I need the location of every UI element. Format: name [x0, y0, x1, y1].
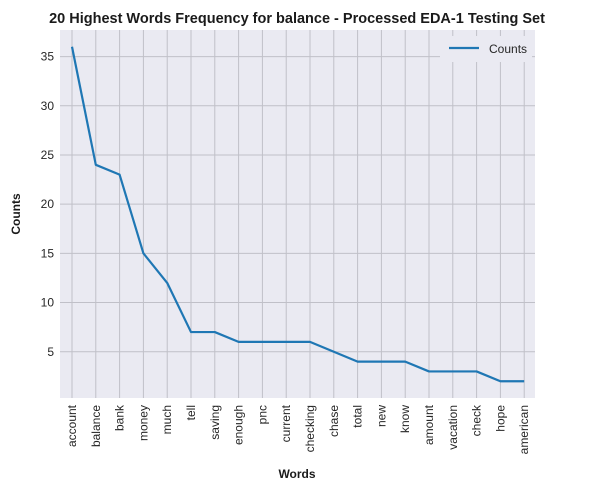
y-tick-label: 5 — [47, 345, 54, 359]
x-axis-ticks: account balance bank money much tell saving eno… — [65, 404, 531, 454]
x-tick-label: know — [398, 405, 412, 433]
y-tick-label: 20 — [41, 197, 55, 211]
x-tick-label: amount — [422, 404, 436, 445]
x-tick-label: much — [160, 405, 174, 434]
x-tick-label: new — [374, 405, 388, 427]
x-tick-label: pnc — [255, 405, 269, 424]
x-tick-label: chase — [327, 405, 341, 437]
x-tick-label: tell — [184, 405, 198, 420]
x-tick-label: checking — [303, 405, 317, 452]
legend: Counts — [440, 36, 532, 62]
x-tick-label: vacation — [446, 405, 460, 450]
y-tick-label: 10 — [41, 296, 55, 310]
x-tick-label: total — [351, 405, 365, 428]
x-tick-label: hope — [493, 405, 507, 432]
x-axis-label: Words — [278, 467, 315, 481]
x-tick-label: bank — [113, 404, 127, 431]
x-tick-label: check — [470, 404, 484, 436]
y-tick-label: 35 — [41, 50, 55, 64]
x-tick-label: saving — [208, 405, 222, 440]
y-tick-label: 15 — [41, 246, 55, 260]
y-tick-label: 30 — [41, 99, 55, 113]
chart-title: 20 Highest Words Frequency for balance -… — [49, 11, 545, 27]
x-tick-label: american — [517, 405, 531, 454]
x-tick-label: money — [136, 405, 150, 441]
y-tick-label: 25 — [41, 148, 55, 162]
y-axis-label: Counts — [9, 193, 23, 235]
x-tick-label: account — [65, 404, 79, 447]
y-axis-ticks: 5 10 15 20 25 30 35 — [41, 50, 55, 359]
x-tick-label: current — [279, 404, 293, 442]
x-tick-label: balance — [89, 405, 103, 447]
x-tick-label: enough — [232, 405, 246, 445]
legend-label-counts: Counts — [489, 42, 527, 56]
